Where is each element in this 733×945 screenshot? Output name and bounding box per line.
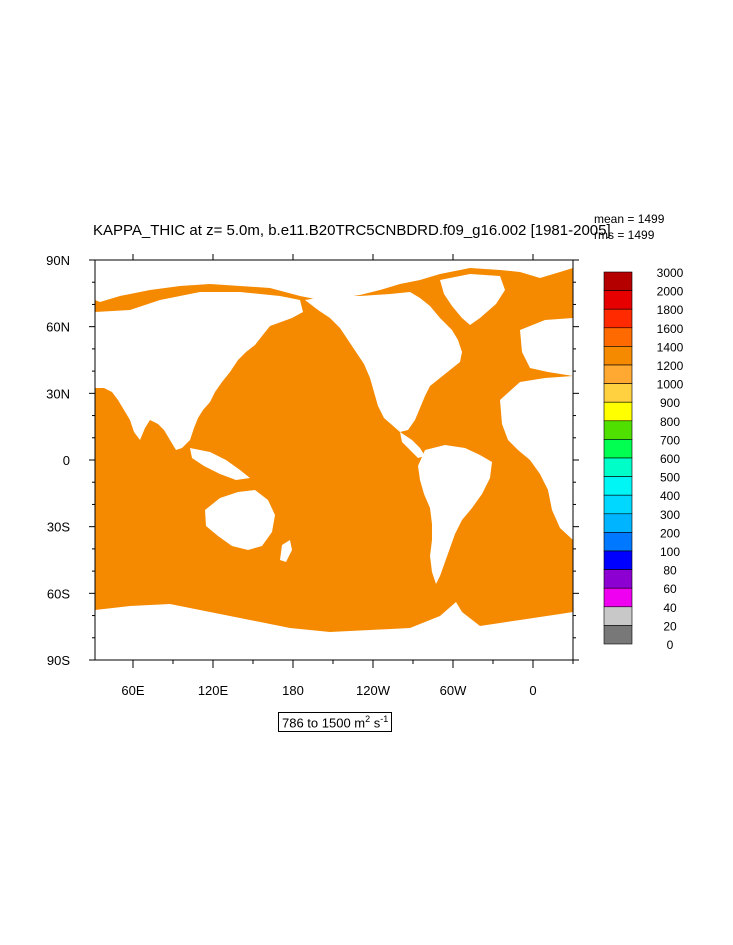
colorbar-label: 1200 — [657, 359, 684, 373]
colorbar-label: 900 — [660, 396, 680, 410]
colorbar-label: 2000 — [657, 285, 684, 299]
colorbar-label: 20 — [663, 619, 677, 633]
colorbar-label: 400 — [660, 489, 680, 503]
colorbar-swatch — [603, 606, 633, 626]
colorbar-swatch — [603, 457, 633, 477]
colorbar-swatch — [603, 364, 633, 384]
colorbar: 3000200018001600140012001000900800700600… — [603, 266, 684, 652]
colorbar-swatch — [603, 346, 633, 366]
lon-label: 180 — [282, 683, 304, 698]
rms-label: rms = 1499 — [594, 228, 655, 242]
range-prefix: 786 to 1500 m — [282, 715, 366, 731]
lon-label: 60W — [440, 683, 467, 698]
range-exp-2: -1 — [380, 714, 389, 724]
land-africa — [500, 376, 573, 540]
lat-label: 60S — [47, 586, 70, 601]
colorbar-label: 60 — [663, 582, 677, 596]
plot-title: KAPPA_THIC at z= 5.0m, b.e11.B20TRC5CNBD… — [93, 222, 611, 239]
lat-label: 90S — [47, 653, 70, 668]
colorbar-label: 500 — [660, 471, 680, 485]
colorbar-swatch — [603, 550, 633, 570]
colorbar-label: 40 — [663, 601, 677, 615]
colorbar-swatch — [603, 290, 633, 310]
lon-label: 60E — [121, 683, 144, 698]
colorbar-swatch — [603, 587, 633, 608]
colorbar-label: 700 — [660, 433, 680, 447]
colorbar-label: 1800 — [657, 303, 684, 317]
lat-label: 0 — [63, 453, 70, 468]
colorbar-swatch — [603, 513, 633, 533]
colorbar-label: 1400 — [657, 340, 684, 354]
lon-label: 0 — [529, 683, 536, 698]
mean-label: mean = 1499 — [594, 212, 665, 226]
colorbar-label: 80 — [663, 564, 677, 578]
land-arctic-north — [95, 260, 573, 302]
colorbar-swatch — [603, 532, 633, 552]
land-north-america — [305, 292, 462, 432]
colorbar-swatch — [603, 625, 633, 645]
lon-label: 120W — [356, 683, 391, 698]
lon-label: 120E — [198, 683, 229, 698]
colorbar-label: 800 — [660, 415, 680, 429]
colorbar-swatch — [603, 569, 633, 589]
range-mid: s — [370, 715, 381, 731]
lat-axis: 90N 60N 30N 0 30S 60S 90S — [46, 253, 579, 668]
colorbar-swatch — [603, 494, 633, 515]
lat-label: 90N — [46, 253, 70, 268]
colorbar-label: 600 — [660, 452, 680, 466]
lat-label: 30S — [47, 520, 70, 535]
land-central-america — [400, 432, 425, 458]
colorbar-label: 3000 — [657, 266, 684, 280]
land-maritime-se-asia — [190, 448, 250, 480]
colorbar-swatch — [603, 401, 633, 422]
colorbar-swatch — [603, 308, 633, 329]
lat-label: 30N — [46, 386, 70, 401]
colorbar-swatch — [603, 383, 633, 403]
land-antarctica — [95, 602, 573, 660]
colorbar-swatch — [603, 271, 633, 291]
land-south-america — [418, 445, 492, 584]
colorbar-swatch — [603, 327, 633, 347]
colorbar-swatch — [603, 420, 633, 440]
land-mask — [95, 260, 573, 660]
land-australia — [205, 490, 275, 550]
lon-axis: 60E 120E 180 120W 60W 0 — [121, 254, 574, 698]
colorbar-label: 300 — [660, 508, 680, 522]
land-new-zealand — [280, 540, 292, 562]
colorbar-swatch — [603, 476, 633, 496]
map-area: 90N 60N 30N 0 30S 60S 90S 60E 120E 180 120W 60W 0 — [46, 253, 579, 698]
colorbar-label: 1000 — [657, 378, 684, 392]
range-exp-1: 2 — [365, 714, 371, 724]
land-europe — [520, 318, 573, 376]
land-asia — [95, 292, 303, 450]
colorbar-label: 100 — [660, 545, 680, 559]
colorbar-label: 0 — [667, 638, 674, 652]
colorbar-label: 1600 — [657, 322, 684, 336]
colorbar-swatch — [603, 439, 633, 459]
land-greenland — [440, 274, 505, 325]
colorbar-label: 200 — [660, 526, 680, 540]
range-label: 786 to 1500 m2 s-1 — [278, 712, 393, 733]
lat-label: 60N — [46, 320, 70, 335]
